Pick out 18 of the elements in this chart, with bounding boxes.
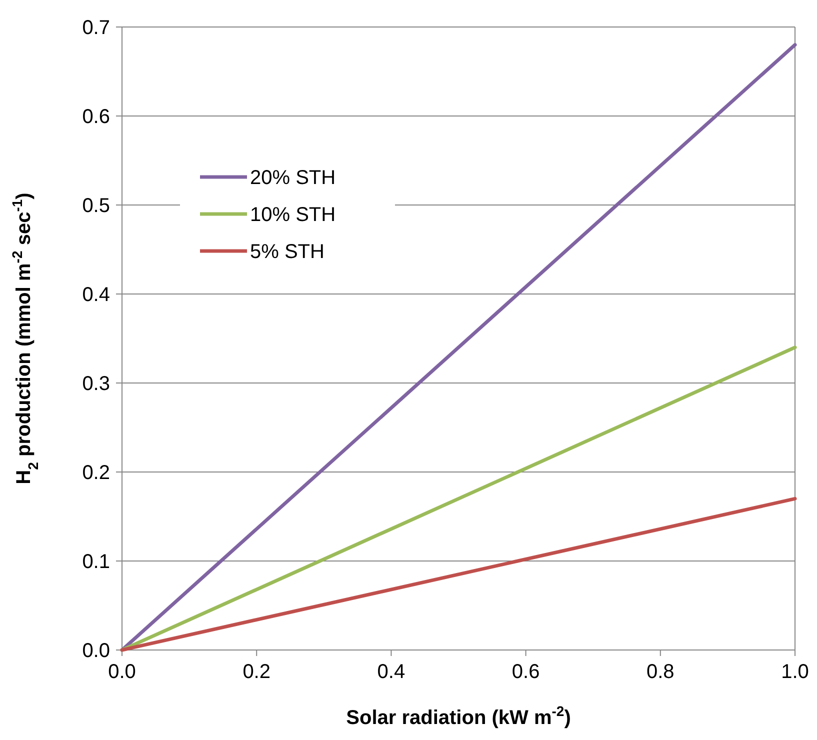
- x-tick-label: 0.2: [242, 661, 271, 683]
- legend-label: 5% STH: [250, 241, 324, 263]
- legend-label: 10% STH: [250, 204, 336, 226]
- y-tick-label: 0.0: [82, 640, 110, 662]
- legend-label: 20% STH: [250, 167, 336, 189]
- y-tick-label: 0.5: [82, 195, 110, 217]
- y-tick-label: 0.4: [82, 284, 110, 306]
- x-tick-label: 0.4: [377, 661, 406, 683]
- x-tick-label: 0.0: [108, 661, 136, 683]
- y-tick-label: 0.2: [82, 462, 110, 484]
- y-tick-label: 0.7: [82, 17, 110, 39]
- y-tick-label: 0.1: [82, 551, 110, 573]
- x-axis-title: Solar radiation (kW m$^{-2}$): [346, 703, 571, 729]
- y-tick-label: 0.3: [82, 373, 110, 395]
- x-tick-label: 1.0: [781, 661, 809, 683]
- x-tick-label: 0.6: [512, 661, 540, 683]
- x-tick-label: 0.8: [646, 661, 674, 683]
- y-tick-label: 0.6: [82, 106, 110, 128]
